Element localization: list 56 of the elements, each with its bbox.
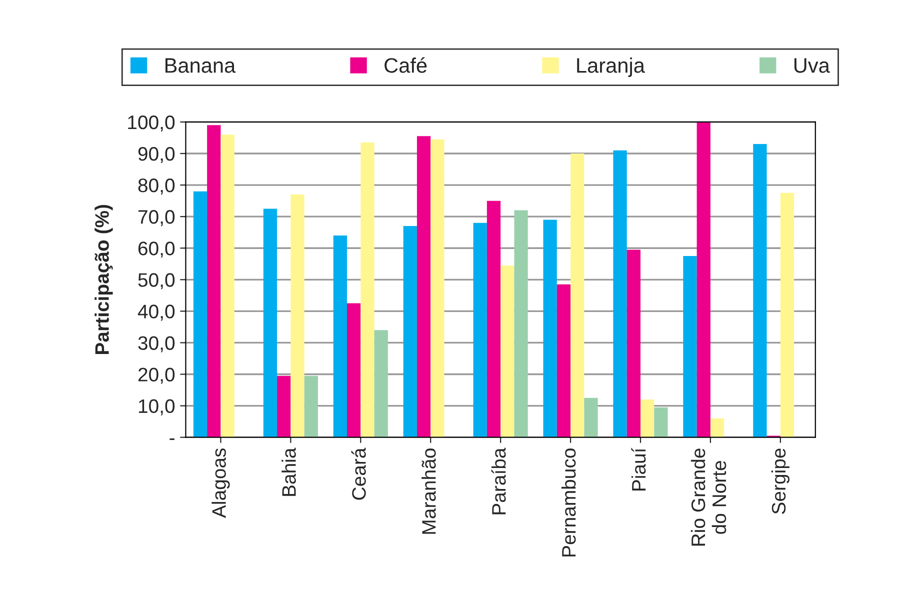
y-tick-label: 100,0 [128,115,175,132]
bar [360,142,374,438]
x-tick-label: Sergipe [771,448,790,514]
bar [304,376,318,438]
x-tick-label: Alagoas [212,448,230,518]
bar [416,136,431,438]
bar [514,210,528,438]
bar [333,236,347,438]
bar [640,399,654,438]
bar [570,154,584,438]
x-tick-label: Paraíba [491,448,506,514]
y-axis-title: Participação (%) [94,204,113,354]
y-tick-label: 60,0 [138,242,175,258]
legend-label: Café [384,57,427,73]
bar [584,398,598,438]
bar [207,125,221,438]
y-tick-label: 10,0 [138,399,175,416]
y-tick-label: 90,0 [138,146,175,164]
x-tick-label: Bahia [282,448,296,496]
bar [753,144,767,438]
y-tick-label: 30,0 [138,336,175,352]
y-tick-label: 40,0 [138,304,175,321]
bar [473,222,487,438]
bar [543,220,557,438]
x-tick-label: Pernambuco [561,448,576,556]
bar [374,330,388,438]
bar [654,407,668,438]
bar [403,226,417,438]
y-tick-label: 20,0 [138,368,175,384]
bar [220,134,234,438]
bar [290,194,304,438]
x-tick-label: Ceará [351,448,366,500]
bar [780,192,794,438]
legend-label: Banana [165,58,236,73]
bar [346,303,361,438]
x-tick-label: Maranhão [422,448,436,534]
bar [710,418,724,438]
bar [683,256,697,438]
bar [263,208,278,438]
y-tick-label: 80,0 [138,178,175,195]
x-tick-label: Piauí [631,448,646,490]
bar [277,376,291,438]
y-tick-label: 70,0 [138,210,175,226]
bar [486,200,501,438]
bar [430,139,444,438]
y-tick-label: - [170,438,174,440]
legend-label: Laranja [577,58,645,77]
y-tick-label: 50,0 [138,273,175,290]
bar [696,122,710,438]
x-tick-label: Rio Grande do Norte [690,448,726,546]
legend-label: Uva [794,58,830,73]
bar [193,191,208,438]
bar [556,284,571,438]
bar [626,250,640,438]
bar [500,265,514,438]
bar [613,150,627,438]
